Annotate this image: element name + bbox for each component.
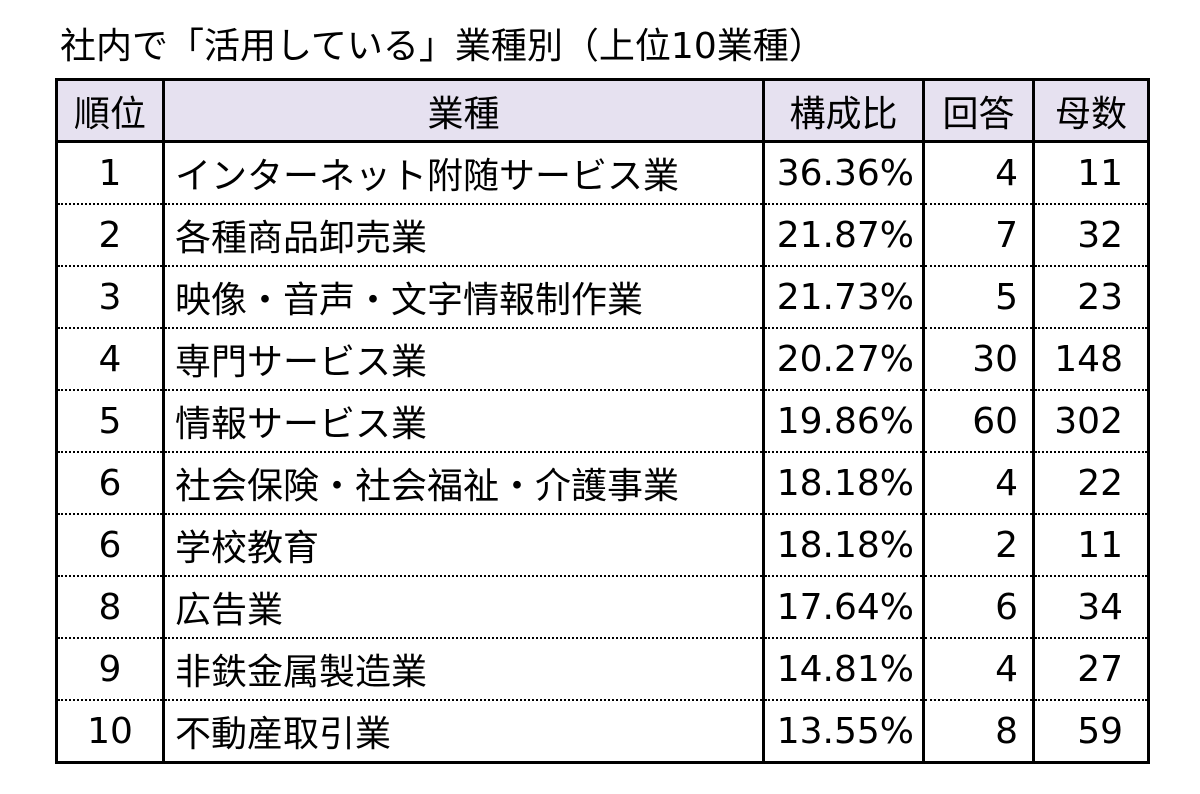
cell-total: 148 — [1032, 328, 1150, 391]
cell-answers: 8 — [922, 700, 1035, 763]
cell-ratio: 18.18% — [762, 452, 925, 515]
cell-total: 32 — [1032, 204, 1150, 267]
cell-industry: 非鉄金属製造業 — [162, 638, 765, 701]
cell-ratio: 19.86% — [762, 390, 925, 453]
cell-ratio: 13.55% — [762, 700, 925, 763]
cell-rank: 10 — [55, 700, 165, 763]
cell-rank: 4 — [55, 328, 165, 391]
cell-rank: 6 — [55, 514, 165, 577]
cell-answers: 6 — [922, 576, 1035, 639]
cell-industry: 社会保険・社会福祉・介護事業 — [162, 452, 765, 515]
cell-answers: 5 — [922, 266, 1035, 329]
header-rank: 順位 — [55, 79, 165, 143]
cell-industry: インターネット附随サービス業 — [162, 141, 765, 205]
cell-answers: 2 — [922, 514, 1035, 577]
cell-rank: 3 — [55, 266, 165, 329]
cell-total: 59 — [1032, 700, 1150, 763]
cell-industry: 映像・音声・文字情報制作業 — [162, 266, 765, 329]
cell-rank: 8 — [55, 576, 165, 639]
cell-rank: 2 — [55, 204, 165, 267]
cell-answers: 4 — [922, 141, 1035, 205]
cell-rank: 1 — [55, 141, 165, 205]
cell-rank: 6 — [55, 452, 165, 515]
header-total: 母数 — [1032, 79, 1150, 143]
cell-rank: 9 — [55, 638, 165, 701]
cell-ratio: 21.73% — [762, 266, 925, 329]
header-industry: 業種 — [162, 79, 765, 143]
table-row: 6 社会保険・社会福祉・介護事業 18.18% 4 22 — [55, 452, 1150, 515]
cell-industry: 各種商品卸売業 — [162, 204, 765, 267]
cell-answers: 4 — [922, 638, 1035, 701]
table-row: 1 インターネット附随サービス業 36.36% 4 11 — [55, 141, 1150, 205]
cell-ratio: 14.81% — [762, 638, 925, 701]
table-row: 3 映像・音声・文字情報制作業 21.73% 5 23 — [55, 266, 1150, 329]
cell-total: 22 — [1032, 452, 1150, 515]
cell-ratio: 17.64% — [762, 576, 925, 639]
cell-industry: 専門サービス業 — [162, 328, 765, 391]
cell-total: 23 — [1032, 266, 1150, 329]
cell-ratio: 36.36% — [762, 141, 925, 205]
cell-industry: 広告業 — [162, 576, 765, 639]
header-ratio: 構成比 — [762, 79, 925, 143]
cell-ratio: 20.27% — [762, 328, 925, 391]
cell-answers: 4 — [922, 452, 1035, 515]
cell-industry: 学校教育 — [162, 514, 765, 577]
cell-rank: 5 — [55, 390, 165, 453]
table-row: 10 不動産取引業 13.55% 8 59 — [55, 700, 1150, 763]
cell-industry: 情報サービス業 — [162, 390, 765, 453]
cell-ratio: 18.18% — [762, 514, 925, 577]
table-row: 5 情報サービス業 19.86% 60 302 — [55, 390, 1150, 453]
cell-answers: 30 — [922, 328, 1035, 391]
cell-total: 27 — [1032, 638, 1150, 701]
table-row: 9 非鉄金属製造業 14.81% 4 27 — [55, 638, 1150, 701]
cell-total: 302 — [1032, 390, 1150, 453]
table-row: 8 広告業 17.64% 6 34 — [55, 576, 1150, 639]
cell-answers: 60 — [922, 390, 1035, 453]
ranking-table: 順位 業種 構成比 回答 母数 1 インターネット附随サービス業 36.36% … — [55, 78, 1150, 764]
header-answers: 回答 — [922, 79, 1035, 143]
cell-industry: 不動産取引業 — [162, 700, 765, 763]
cell-total: 11 — [1032, 514, 1150, 577]
table-title: 社内で「活用している」業種別（上位10業種） — [60, 26, 825, 67]
table-row: 4 専門サービス業 20.27% 30 148 — [55, 328, 1150, 391]
table-header-row: 順位 業種 構成比 回答 母数 — [55, 79, 1150, 143]
cell-total: 34 — [1032, 576, 1150, 639]
cell-ratio: 21.87% — [762, 204, 925, 267]
cell-answers: 7 — [922, 204, 1035, 267]
cell-total: 11 — [1032, 141, 1150, 205]
table-row: 6 学校教育 18.18% 2 11 — [55, 514, 1150, 577]
table-row: 2 各種商品卸売業 21.87% 7 32 — [55, 204, 1150, 267]
